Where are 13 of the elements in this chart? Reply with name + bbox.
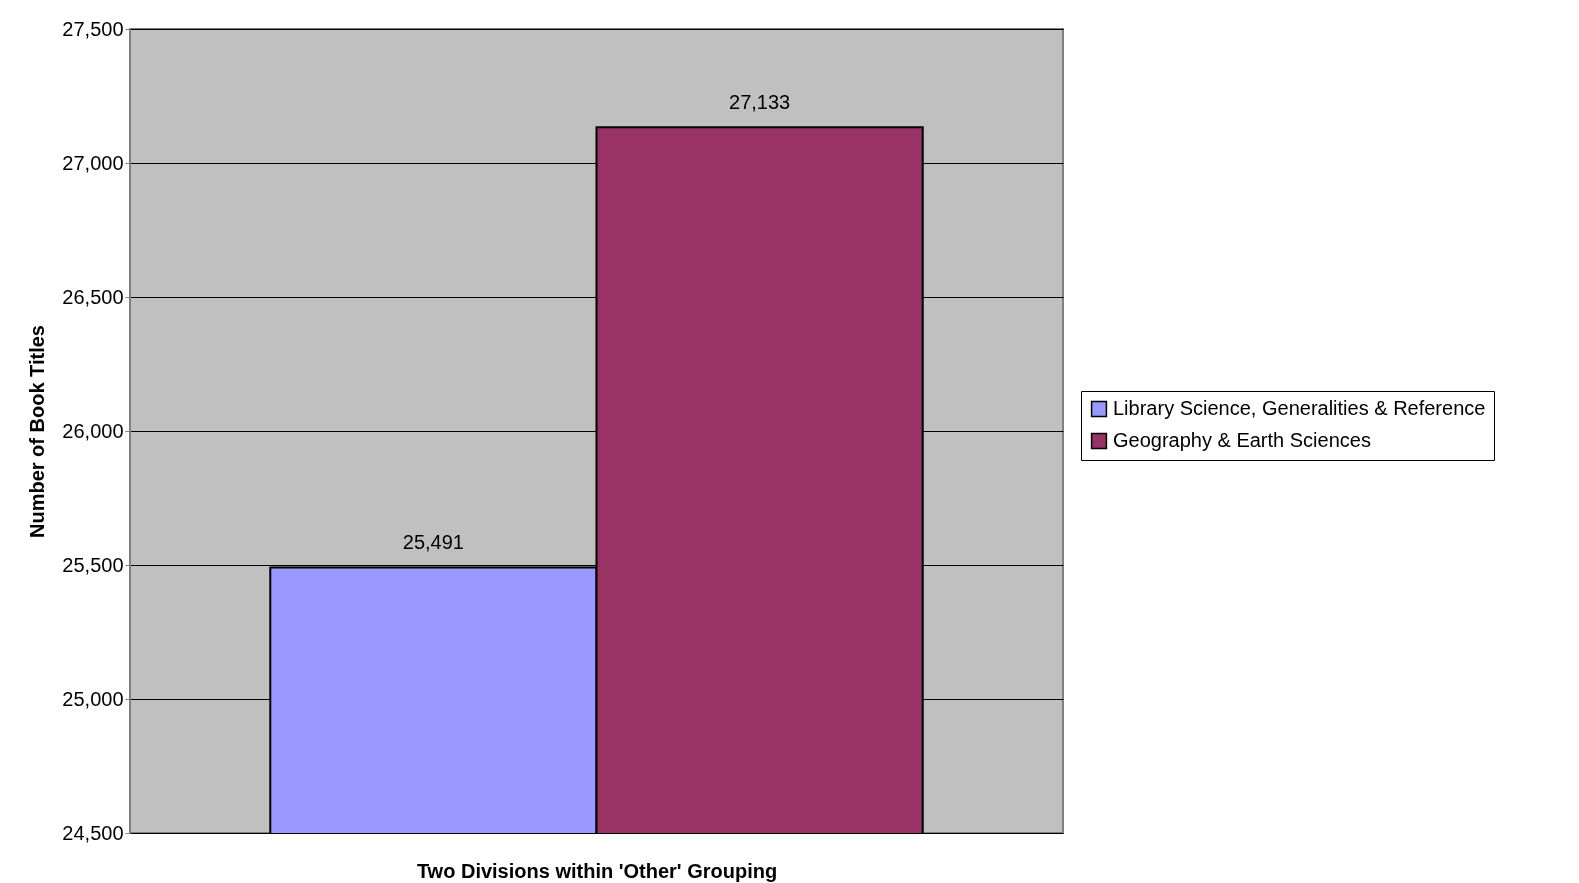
data-label: 27,133 [729, 91, 791, 114]
y-tick-label: 25,000 [62, 687, 124, 710]
y-tick-label: 26,500 [62, 285, 124, 308]
y-tick-label: 26,000 [62, 419, 124, 442]
y-tick-label: 27,500 [62, 17, 124, 40]
y-tick-label: 24,500 [62, 821, 124, 844]
y-axis-title: Number of Book Titles [26, 325, 49, 538]
y-tick-label: 25,500 [62, 553, 124, 576]
x-axis-title: Two Divisions within 'Other' Grouping [416, 859, 778, 882]
y-tick-label: 27,000 [62, 151, 124, 174]
legend-label: Library Science, Generalities & Reference [1113, 397, 1486, 419]
data-label: 25,491 [402, 531, 464, 554]
legend-label: Geography & Earth Sciences [1113, 429, 1371, 451]
